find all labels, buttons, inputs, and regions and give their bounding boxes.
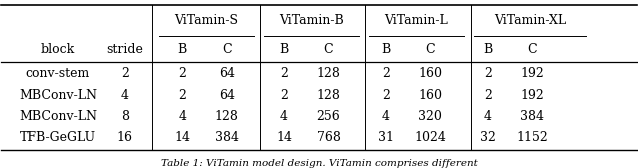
- Text: 14: 14: [174, 131, 190, 144]
- Text: B: B: [382, 43, 390, 56]
- Text: ViTamin-L: ViTamin-L: [385, 14, 449, 27]
- Text: 4: 4: [178, 110, 186, 123]
- Text: ViTamin-B: ViTamin-B: [279, 14, 344, 27]
- Text: 768: 768: [316, 131, 341, 144]
- Text: 32: 32: [480, 131, 496, 144]
- Text: 14: 14: [276, 131, 292, 144]
- Text: C: C: [222, 43, 232, 56]
- Text: 2: 2: [484, 89, 492, 102]
- Text: 128: 128: [215, 110, 239, 123]
- Text: 160: 160: [419, 67, 442, 80]
- Text: 2: 2: [484, 67, 492, 80]
- Text: 1024: 1024: [415, 131, 447, 144]
- Text: 2: 2: [178, 89, 186, 102]
- Text: 2: 2: [178, 67, 186, 80]
- Text: 128: 128: [316, 67, 341, 80]
- Text: 384: 384: [215, 131, 239, 144]
- Text: MBConv-LN: MBConv-LN: [19, 110, 97, 123]
- Text: 4: 4: [280, 110, 288, 123]
- Text: C: C: [323, 43, 334, 56]
- Text: 8: 8: [121, 110, 129, 123]
- Text: stride: stride: [107, 43, 144, 56]
- Text: 64: 64: [219, 67, 235, 80]
- Text: 128: 128: [316, 89, 341, 102]
- Text: ViTamin-S: ViTamin-S: [174, 14, 239, 27]
- Text: 4: 4: [484, 110, 492, 123]
- Text: 320: 320: [419, 110, 442, 123]
- Text: 31: 31: [378, 131, 394, 144]
- Text: ViTamin-XL: ViTamin-XL: [494, 14, 566, 27]
- Text: 2: 2: [382, 67, 390, 80]
- Text: 192: 192: [521, 67, 544, 80]
- Text: 160: 160: [419, 89, 442, 102]
- Text: 16: 16: [117, 131, 133, 144]
- Text: MBConv-LN: MBConv-LN: [19, 89, 97, 102]
- Text: 2: 2: [121, 67, 129, 80]
- Text: 384: 384: [520, 110, 544, 123]
- Text: 64: 64: [219, 89, 235, 102]
- Text: C: C: [528, 43, 537, 56]
- Text: 256: 256: [316, 110, 341, 123]
- Text: 2: 2: [382, 89, 390, 102]
- Text: 4: 4: [121, 89, 129, 102]
- Text: 2: 2: [280, 89, 288, 102]
- Text: Table 1: ViTamin model design. ViTamin comprises different: Table 1: ViTamin model design. ViTamin c…: [161, 159, 477, 168]
- Text: B: B: [483, 43, 493, 56]
- Text: 2: 2: [280, 67, 288, 80]
- Text: block: block: [41, 43, 75, 56]
- Text: B: B: [177, 43, 187, 56]
- Text: 1152: 1152: [516, 131, 548, 144]
- Text: TFB-GeGLU: TFB-GeGLU: [20, 131, 96, 144]
- Text: 4: 4: [382, 110, 390, 123]
- Text: C: C: [426, 43, 435, 56]
- Text: B: B: [279, 43, 288, 56]
- Text: conv-stem: conv-stem: [26, 67, 90, 80]
- Text: 192: 192: [521, 89, 544, 102]
